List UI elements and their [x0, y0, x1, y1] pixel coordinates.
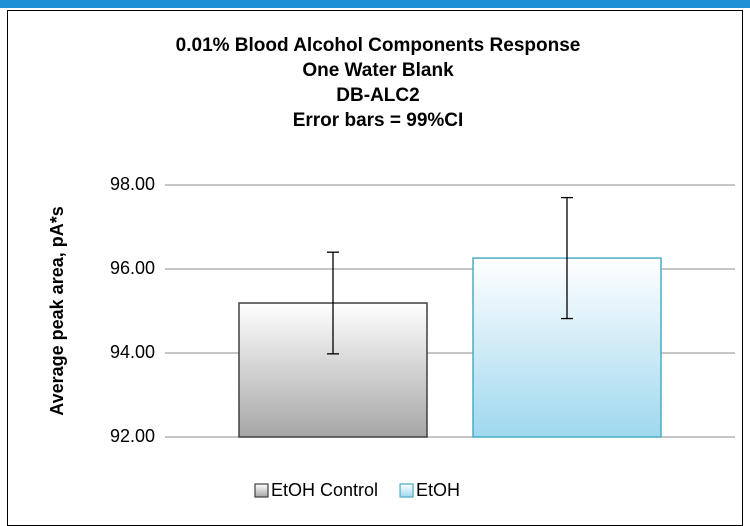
top-bar	[0, 0, 750, 8]
y-tick-label: 96.00	[110, 258, 155, 278]
chart-title: One Water Blank	[302, 60, 454, 81]
chart-title: DB-ALC2	[336, 85, 419, 106]
y-tick-label: 98.00	[110, 174, 155, 194]
legend-swatch	[399, 483, 414, 498]
legend-label: EtOH Control	[271, 480, 378, 500]
chart-title: 0.01% Blood Alcohol Components Response	[176, 35, 581, 56]
error-bar	[561, 196, 573, 320]
y-tick-label: 94.00	[110, 342, 155, 362]
legend-swatch	[254, 483, 269, 498]
chart-title: Error bars = 99%CI	[293, 110, 464, 131]
error-bar	[327, 251, 339, 355]
legend-label: EtOH	[416, 480, 460, 500]
y-axis-label: Average peak area, pA*s	[47, 206, 67, 415]
y-tick-label: 92.00	[110, 426, 155, 446]
